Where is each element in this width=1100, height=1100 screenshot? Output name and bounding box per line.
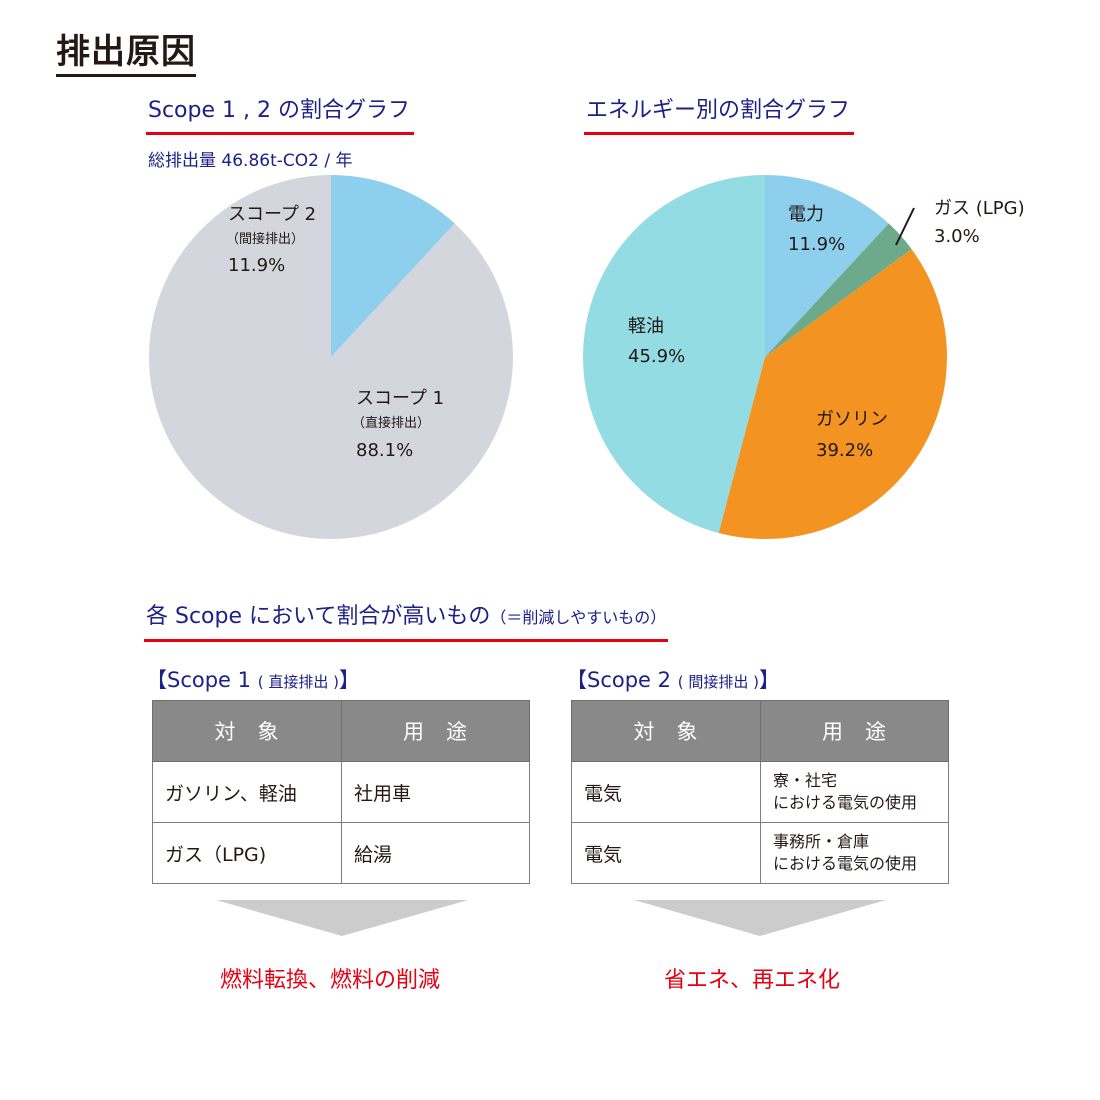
scope2-result: 省エネ、再エネ化 bbox=[664, 968, 841, 993]
scope1-heading-main: 【Scope 1 bbox=[146, 668, 252, 692]
gasoline-slice-value: 39.2% bbox=[816, 440, 873, 461]
diesel-slice-value: 45.9% bbox=[628, 346, 685, 367]
scope1-slice-label: スコープ 1 bbox=[356, 388, 444, 409]
energy-pie-slice-0 bbox=[765, 175, 889, 357]
energy-pie-slice-1 bbox=[765, 223, 912, 357]
use-line1: 寮・社宅 bbox=[773, 771, 838, 790]
scope2-slice-label: スコープ 2 bbox=[228, 204, 316, 225]
use-cell: 事務所・倉庫における電気の使用 bbox=[760, 822, 949, 884]
section-title: 各 Scope において割合が高いもの（＝削減しやすいもの） bbox=[144, 602, 669, 642]
scope1-result: 燃料転換、燃料の削減 bbox=[220, 968, 441, 993]
gas-slice-label: ガス (LPG) bbox=[934, 198, 1025, 219]
column-header-use: 用途 bbox=[760, 700, 949, 762]
gas-slice-value: 3.0% bbox=[934, 226, 980, 247]
scope1-heading-note: ( 直接排出 ) bbox=[257, 673, 339, 691]
table-row: ガス（LPG) 給湯 bbox=[152, 822, 530, 884]
scope2-slice-sublabel: （間接排出） bbox=[226, 231, 304, 247]
target-cell: ガス（LPG) bbox=[152, 822, 342, 884]
diesel-slice-label: 軽油 bbox=[628, 316, 664, 337]
use-cell: 給湯 bbox=[341, 822, 530, 884]
scope2-heading-end: 】 bbox=[758, 668, 780, 692]
table-header-row: 対象 用途 bbox=[571, 700, 949, 762]
column-header-use: 用途 bbox=[341, 700, 530, 762]
table-row: 電気 事務所・倉庫における電気の使用 bbox=[571, 822, 949, 884]
scope2-heading-main: 【Scope 2 bbox=[566, 668, 672, 692]
target-cell: 電気 bbox=[571, 761, 761, 823]
scope2-heading-note: ( 間接排出 ) bbox=[677, 673, 759, 691]
gasoline-slice-label: ガソリン bbox=[816, 409, 888, 430]
scope1-heading-end: 】 bbox=[338, 668, 360, 692]
scope-pie-slice-1 bbox=[331, 175, 455, 357]
scope1-slice-value: 88.1% bbox=[356, 440, 413, 461]
energy-chart-title: エネルギー別の割合グラフ bbox=[584, 96, 855, 135]
scope-pie-slice-0 bbox=[149, 175, 513, 540]
use-line2: における電気の使用 bbox=[773, 854, 918, 873]
electricity-slice-value: 11.9% bbox=[788, 234, 845, 255]
column-header-target: 対象 bbox=[571, 700, 761, 762]
scope2-slice-value: 11.9% bbox=[228, 255, 285, 276]
energy-pie-chart bbox=[583, 175, 947, 540]
target-cell: ガソリン、軽油 bbox=[152, 761, 342, 823]
scope-chart-subtitle: 総排出量 46.86t-CO2 / 年 bbox=[148, 151, 353, 171]
electricity-slice-label: 電力 bbox=[788, 204, 824, 225]
energy-pie-slice-2 bbox=[718, 249, 947, 540]
section-title-note: （＝削減しやすいもの） bbox=[490, 608, 667, 627]
scope-pie-chart bbox=[149, 175, 513, 540]
scope1-table-heading: 【Scope 1 ( 直接排出 )】 bbox=[146, 664, 360, 694]
column-header-target: 対象 bbox=[152, 700, 342, 762]
use-line1: 事務所・倉庫 bbox=[773, 832, 870, 851]
use-cell: 寮・社宅における電気の使用 bbox=[760, 761, 949, 823]
table-row: 電気 寮・社宅における電気の使用 bbox=[571, 761, 949, 823]
target-cell: 電気 bbox=[571, 822, 761, 884]
scope1-slice-sublabel: （直接排出） bbox=[352, 415, 430, 431]
page-title: 排出原因 bbox=[56, 30, 196, 77]
use-line2: における電気の使用 bbox=[773, 793, 918, 812]
scope2-table: 対象 用途 電気 寮・社宅 における電気の使用 電気 事務所・倉庫 における電気の使… bbox=[571, 700, 949, 884]
section-title-main: 各 Scope において割合が高いもの bbox=[146, 604, 491, 629]
scope1-table: 対象 用途 ガソリン、軽油 社用車 ガス（LPG) 給湯 bbox=[152, 700, 530, 884]
use-cell: 社用車 bbox=[341, 761, 530, 823]
scope1-down-arrow bbox=[216, 900, 468, 936]
scope2-table-heading: 【Scope 2 ( 間接排出 )】 bbox=[566, 664, 780, 694]
table-row: ガソリン、軽油 社用車 bbox=[152, 761, 530, 823]
scope-chart-title: Scope 1 , 2 の割合グラフ bbox=[146, 96, 414, 135]
gas-leader-line bbox=[895, 207, 915, 246]
scope2-down-arrow bbox=[634, 900, 886, 936]
energy-pie-slice-3 bbox=[583, 175, 765, 533]
table-header-row: 対象 用途 bbox=[152, 700, 530, 762]
